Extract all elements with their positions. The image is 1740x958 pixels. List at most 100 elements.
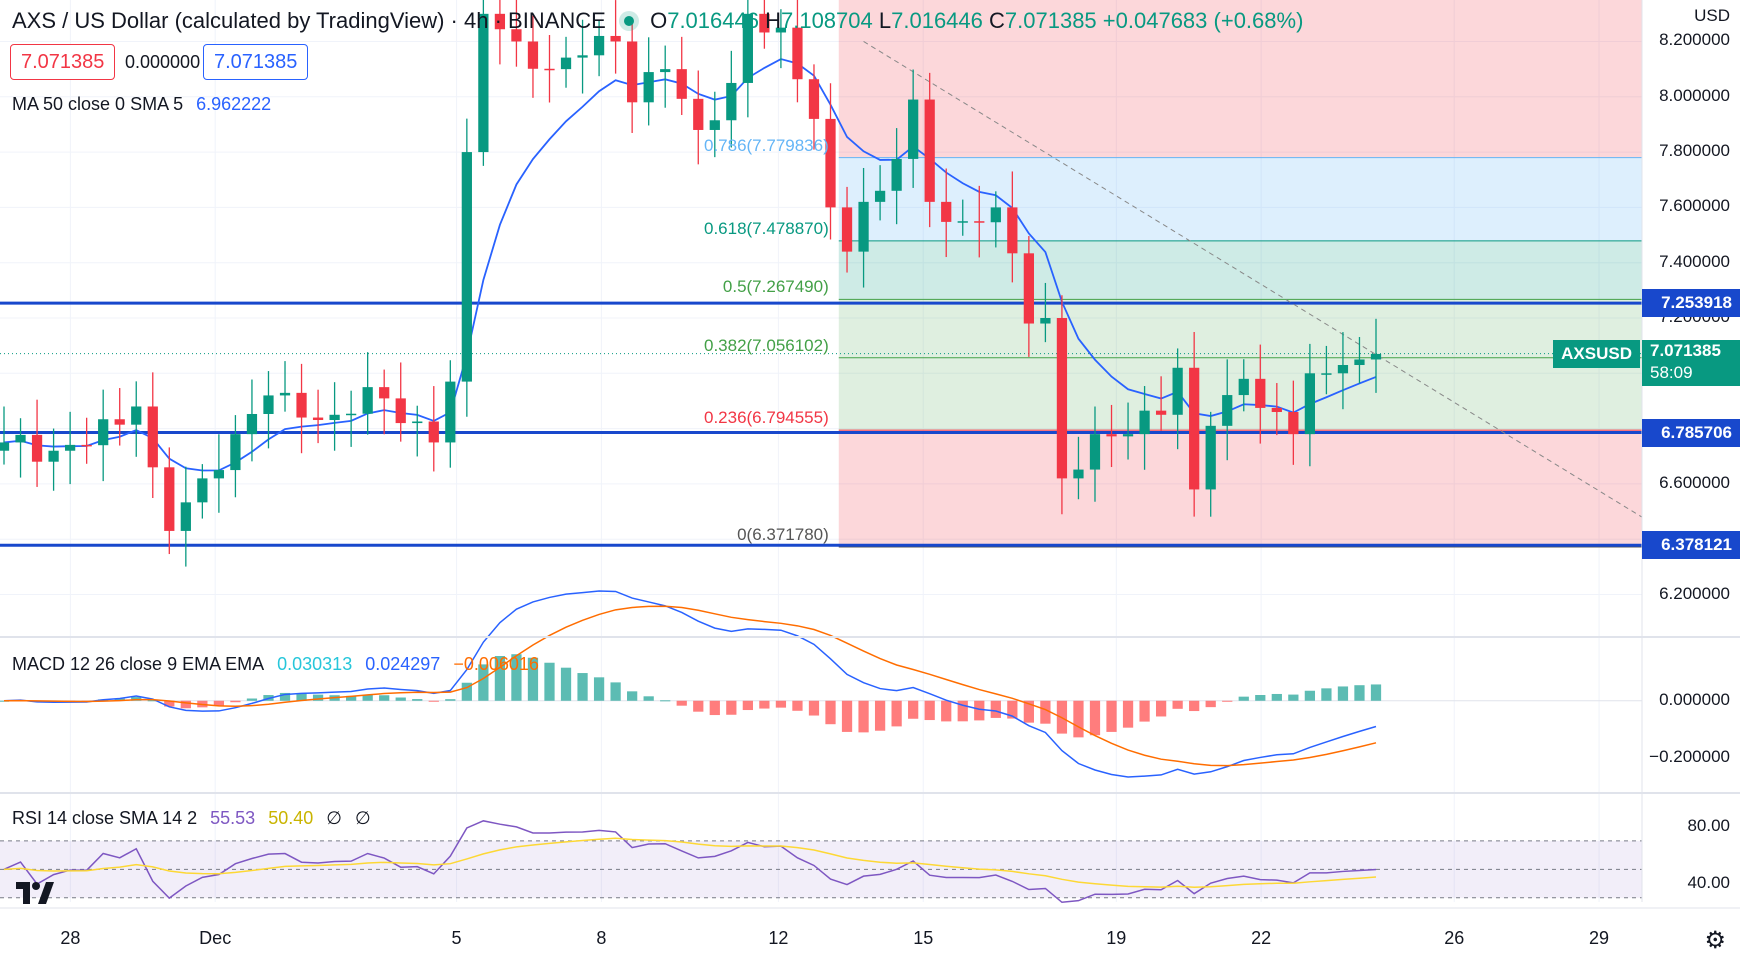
price-level-tag[interactable]: 6.378121 bbox=[1642, 531, 1740, 560]
time-tick-label: 19 bbox=[1106, 928, 1127, 948]
time-tick-label: 29 bbox=[1589, 928, 1610, 948]
candle-body bbox=[577, 55, 588, 58]
candle-body bbox=[213, 470, 225, 479]
macd-tick-label: −0.200000 bbox=[1649, 746, 1730, 766]
currency-selector[interactable]: USD bbox=[1694, 6, 1730, 25]
price-tick-label: 7.400000 bbox=[1659, 251, 1730, 271]
macd-histogram-bar bbox=[709, 700, 720, 716]
symbol-title[interactable]: AXS / US Dollar (calculated by TradingVi… bbox=[12, 8, 606, 33]
macd-histogram-bar bbox=[1189, 700, 1200, 712]
sell-button[interactable]: 7.071385 bbox=[10, 44, 116, 80]
settings-gear-icon[interactable]: ⚙ bbox=[1704, 927, 1726, 954]
macd-histogram-bar bbox=[1288, 694, 1299, 701]
macd-histogram-bar bbox=[1023, 700, 1034, 723]
time-tick-label: 26 bbox=[1444, 928, 1465, 948]
candle-body bbox=[891, 158, 902, 191]
fib-zone-618 bbox=[838, 240, 1642, 300]
macd-histogram-bar bbox=[511, 654, 522, 701]
macd-histogram-bar bbox=[213, 700, 225, 706]
macd-histogram-bar bbox=[1089, 700, 1101, 736]
candle-body bbox=[362, 387, 373, 414]
chart-header: AXS / US Dollar (calculated by TradingVi… bbox=[12, 8, 1303, 34]
candle-body bbox=[1007, 207, 1018, 254]
macd-histogram-bar bbox=[924, 700, 935, 721]
candle-body bbox=[131, 406, 142, 425]
candle-body bbox=[1222, 395, 1233, 426]
macd-histogram-bar bbox=[1172, 700, 1183, 709]
candle-body bbox=[1304, 373, 1316, 435]
candle-body bbox=[1238, 378, 1249, 396]
price-tick-label: 7.600000 bbox=[1659, 196, 1730, 216]
macd-histogram-bar bbox=[379, 695, 390, 701]
macd-histogram-bar bbox=[279, 692, 291, 701]
spread-value: 0.000000 bbox=[125, 52, 201, 72]
ma-legend[interactable]: MA 50 close 0 SMA 5 6.962222 bbox=[12, 94, 272, 114]
last-price-tag[interactable]: 7.071385 58:09 bbox=[1642, 339, 1740, 386]
time-tick-label: 12 bbox=[768, 928, 789, 948]
macd-histogram-bar bbox=[874, 700, 886, 731]
macd-histogram-bar bbox=[478, 664, 489, 701]
macd-histogram-bar bbox=[445, 699, 456, 701]
change-value: +0.047683 (+0.68%) bbox=[1102, 8, 1304, 33]
macd-histogram-bar bbox=[610, 682, 621, 701]
candle-body bbox=[64, 444, 76, 451]
buy-button[interactable]: 7.071385 bbox=[203, 44, 309, 80]
candle-body bbox=[660, 69, 671, 73]
candle-body bbox=[924, 99, 935, 202]
macd-histogram-bar bbox=[544, 662, 555, 701]
tradingview-logo-icon[interactable] bbox=[14, 876, 56, 910]
rsi-tick-label: 80.00 bbox=[1687, 815, 1730, 835]
candle-body bbox=[544, 68, 555, 71]
symbol-price-label[interactable]: AXSUSD bbox=[1553, 339, 1640, 368]
fib-label-3: 0.382(7.056102) bbox=[703, 335, 829, 355]
candle-body bbox=[1189, 367, 1200, 490]
candle-body bbox=[676, 69, 687, 99]
candle-body bbox=[329, 414, 340, 421]
macd-histogram-bar bbox=[527, 657, 539, 701]
candle-body bbox=[1023, 253, 1034, 324]
price-tick-label: 7.800000 bbox=[1659, 141, 1730, 161]
time-tick-label: 8 bbox=[596, 928, 607, 948]
macd-histogram-bar bbox=[395, 697, 406, 701]
candle-body bbox=[1106, 434, 1117, 437]
last-price-value: 7.071385 bbox=[1650, 340, 1721, 360]
macd-histogram-bar bbox=[296, 693, 307, 701]
candle-body bbox=[643, 72, 654, 103]
candle-body bbox=[709, 120, 720, 130]
candle-body bbox=[246, 413, 258, 435]
time-tick-label: 5 bbox=[451, 928, 462, 948]
price-level-tag[interactable]: 7.253918 bbox=[1642, 289, 1740, 318]
rsi-na-2: ∅ bbox=[354, 808, 371, 828]
candle-body bbox=[296, 392, 307, 418]
candle-body bbox=[908, 99, 919, 159]
macd-histogram-bar bbox=[180, 700, 191, 709]
price-tick-label: 8.000000 bbox=[1659, 85, 1730, 105]
macd-histogram-bar bbox=[891, 700, 902, 727]
candle-body bbox=[610, 35, 621, 42]
macd-histogram-bar bbox=[1139, 700, 1150, 722]
price-level-tag[interactable]: 6.785706 bbox=[1642, 418, 1740, 447]
fib-label-1: 0.618(7.478870) bbox=[703, 218, 829, 238]
candle-body bbox=[15, 434, 26, 443]
macd-histogram-bar bbox=[164, 700, 175, 707]
candle-body bbox=[693, 98, 704, 130]
candle-body bbox=[1139, 410, 1150, 435]
candle-body bbox=[164, 467, 175, 531]
macd-histogram-bar bbox=[941, 700, 952, 722]
macd-legend[interactable]: MACD 12 26 close 9 EMA EMA 0.030313 0.02… bbox=[12, 654, 539, 674]
time-tick-label: 15 bbox=[913, 928, 934, 948]
candle-body bbox=[792, 27, 803, 80]
macd-histogram-bar bbox=[775, 700, 787, 708]
macd-histogram-bar bbox=[1040, 700, 1051, 724]
fib-zone-236 bbox=[838, 430, 1642, 548]
macd-histogram-bar bbox=[1222, 700, 1233, 702]
rsi-legend[interactable]: RSI 14 close SMA 14 2 55.53 50.40 ∅ ∅ bbox=[12, 808, 371, 828]
candle-body bbox=[874, 190, 886, 202]
macd-tick-label: 0.000000 bbox=[1659, 689, 1730, 709]
rsi-tick-label: 40.00 bbox=[1687, 872, 1730, 892]
rsi-line bbox=[3, 820, 1377, 904]
bar-countdown: 58:09 bbox=[1650, 362, 1693, 382]
downtrend-line bbox=[863, 41, 1643, 518]
market-status-icon[interactable] bbox=[623, 16, 634, 26]
